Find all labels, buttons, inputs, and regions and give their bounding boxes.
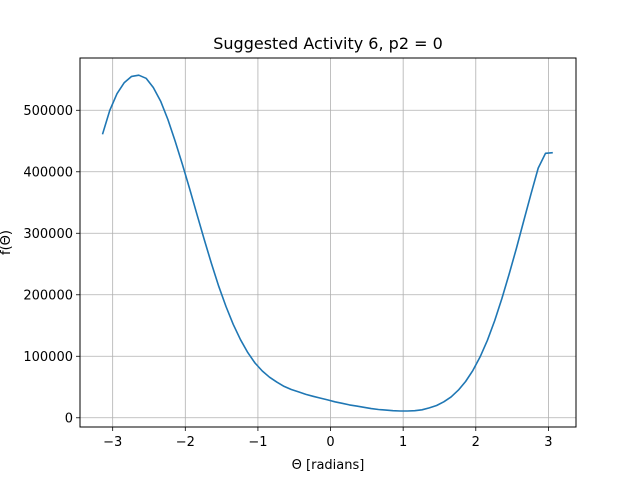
y-tick-label: 0 bbox=[65, 411, 73, 426]
x-tick-label: 2 bbox=[472, 435, 480, 450]
x-tick-label: −2 bbox=[176, 435, 195, 450]
y-axis-label: f(Θ) bbox=[0, 230, 14, 255]
x-tick-label: 1 bbox=[399, 435, 407, 450]
grid-lines bbox=[80, 58, 576, 427]
plot-frame bbox=[79, 57, 577, 428]
x-axis-label: Θ [radians] bbox=[292, 458, 365, 473]
y-axis-ticks: 0 100000 200000 300000 400000 500000 bbox=[23, 104, 80, 426]
chart-title: Suggested Activity 6, p2 = 0 bbox=[213, 34, 443, 53]
y-tick-label: 300000 bbox=[23, 227, 73, 242]
x-tick-label: 0 bbox=[326, 435, 334, 450]
y-tick-label: 500000 bbox=[23, 104, 73, 119]
y-tick-label: 200000 bbox=[23, 288, 73, 303]
x-axis-ticks: −3 −2 −1 0 1 2 3 bbox=[103, 427, 553, 450]
series-line bbox=[101, 74, 553, 412]
y-tick-label: 400000 bbox=[23, 165, 73, 180]
x-tick-label: −1 bbox=[248, 435, 267, 450]
x-tick-label: −3 bbox=[103, 435, 122, 450]
series-layer bbox=[101, 74, 553, 412]
y-tick-label: 100000 bbox=[23, 350, 73, 365]
x-tick-label: 3 bbox=[544, 435, 552, 450]
